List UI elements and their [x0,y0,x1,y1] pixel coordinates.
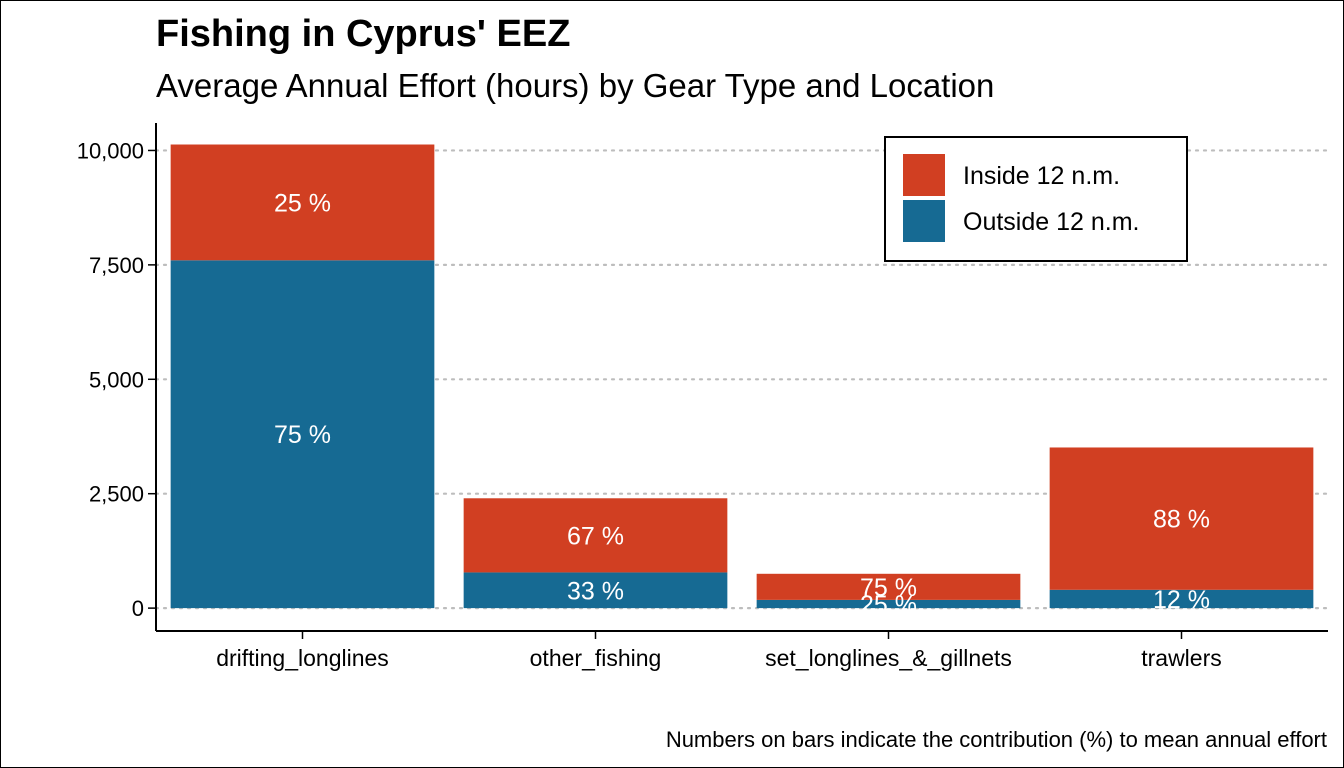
bar-percent-label: 75 % [274,421,331,449]
bar-percent-label: 88 % [1153,506,1210,534]
y-tick-label: 10,000 [77,138,144,163]
chart-caption: Numbers on bars indicate the contributio… [665,727,1327,752]
bar-segment [170,144,435,261]
bar-percent-label: 67 % [567,522,624,550]
bar-percent-label: 25 % [274,189,331,217]
chart-title: Fishing in Cyprus' EEZ [156,13,571,55]
x-tick-label: trawlers [1141,645,1222,671]
y-tick-label: 0 [132,596,144,621]
legend-swatch [903,154,945,196]
legend-swatch [903,200,945,242]
bar-percent-label: 12 % [1153,586,1210,614]
chart-subtitle: Average Annual Effort (hours) by Gear Ty… [156,67,995,104]
y-tick-label: 5,000 [89,367,144,392]
bar-segment [170,260,435,609]
bar-percent-label: 75 % [860,574,917,602]
bar-percent-label: 25 % [860,591,917,619]
bar-segment [463,498,728,573]
bar-segment [756,599,1021,609]
legend-label: Outside 12 n.m. [963,208,1139,236]
x-tick-label: set_longlines_&_gillnets [765,645,1012,671]
y-tick-label: 2,500 [89,482,144,507]
bar-percent-label: 33 % [567,577,624,605]
bar-segment [756,573,1021,600]
x-tick-label: other_fishing [530,645,662,671]
bar-segment [463,572,728,609]
y-tick-label: 7,500 [89,253,144,278]
bar-segment [1049,589,1314,609]
legend-label: Inside 12 n.m. [963,162,1120,190]
x-tick-label: drifting_longlines [216,645,389,671]
bar-segment [1049,447,1314,590]
